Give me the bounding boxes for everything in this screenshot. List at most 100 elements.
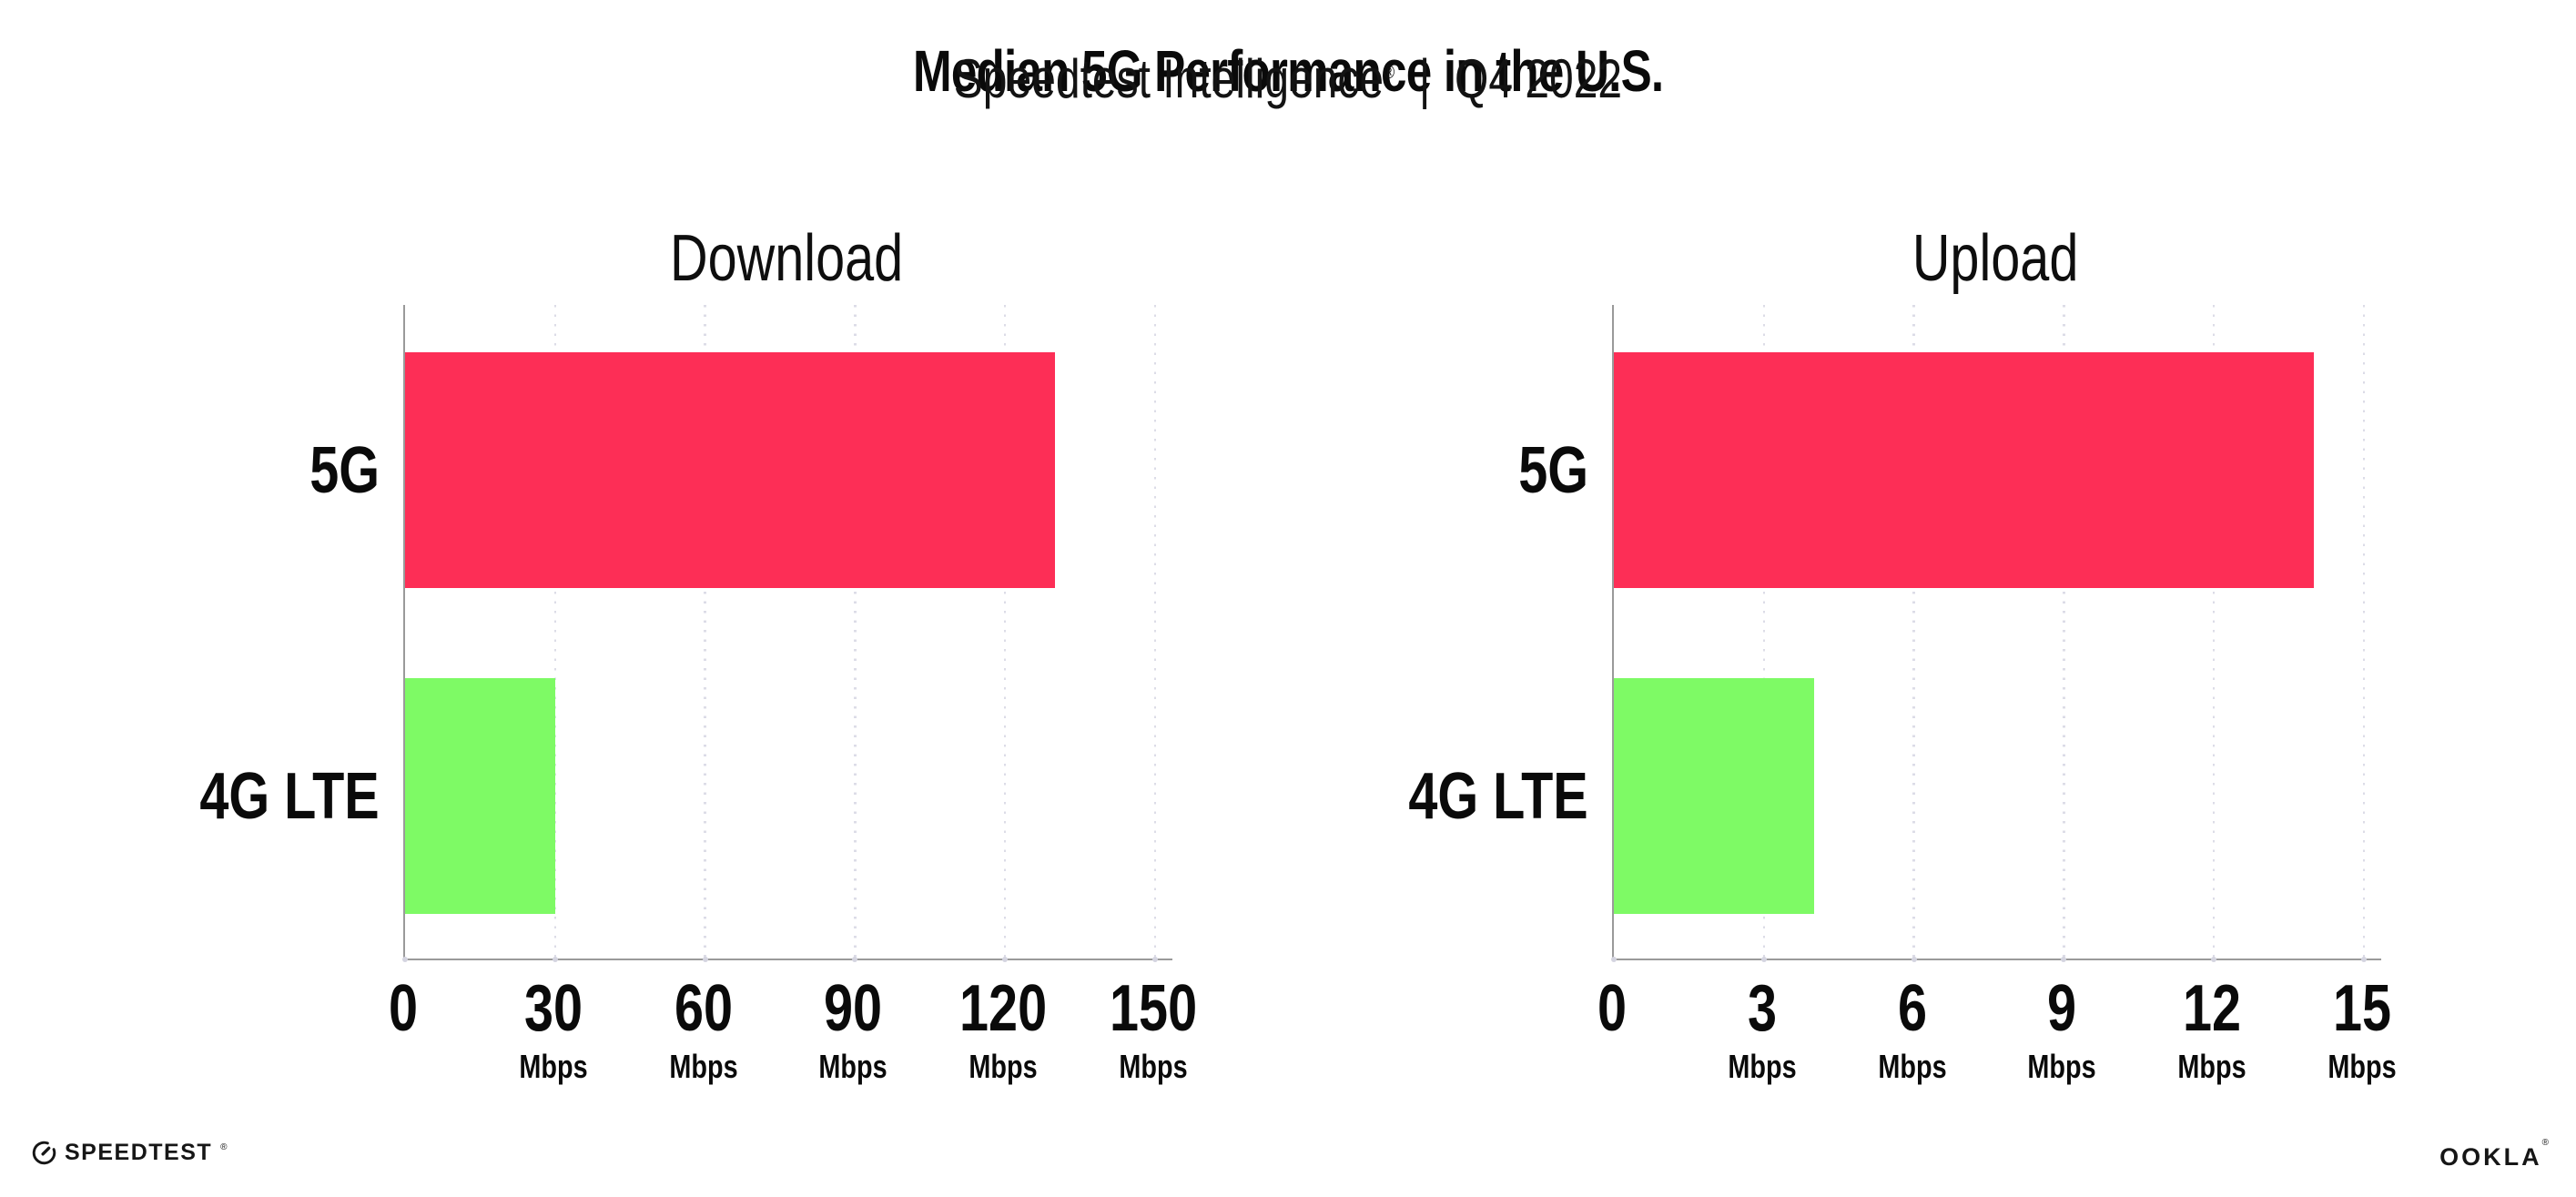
speedtest-registered-mark: ® xyxy=(220,1142,228,1152)
x-tick-value-15: 15 xyxy=(2271,972,2453,1045)
speedtest-gauge-icon xyxy=(32,1141,56,1165)
gridline-90 xyxy=(854,305,857,959)
chart-title-download-text: Download xyxy=(670,222,904,295)
x-tick-value-15-text: 15 xyxy=(2332,972,2392,1045)
x-tick-value-150-text: 150 xyxy=(1109,972,1198,1045)
x-tick-unit-150-text: Mbps xyxy=(1119,1048,1188,1085)
x-tick-upload-0: 0 xyxy=(1521,972,1703,1045)
x-tick-unit-3-text: Mbps xyxy=(1728,1048,1797,1085)
page-subtitle-text: Speedtest Intelligence® | Q4 2022 xyxy=(954,51,1622,107)
x-tick-value-60-text: 60 xyxy=(674,972,733,1045)
speedtest-logo: SPEEDTEST ® xyxy=(32,1140,228,1166)
x-tick-unit-15: Mbps xyxy=(2271,1050,2453,1083)
x-tick-value-3: 3 xyxy=(1671,972,1853,1045)
x-tick-value-0: 0 xyxy=(312,972,494,1045)
x-tick-value-0-text: 0 xyxy=(388,972,419,1045)
axis-tick-dot-0 xyxy=(1611,957,1617,962)
x-tick-unit-6-text: Mbps xyxy=(1877,1048,1947,1085)
x-tick-upload-3: 3 Mbps xyxy=(1671,972,1853,1083)
gridline-12 xyxy=(2212,305,2216,959)
x-tick-upload-15: 15 Mbps xyxy=(2271,972,2453,1083)
x-tick-value-120: 120 xyxy=(912,972,1094,1045)
category-label-5g-download: 5G xyxy=(79,438,380,503)
x-tick-unit-150: Mbps xyxy=(1062,1050,1244,1083)
x-tick-unit-120-text: Mbps xyxy=(969,1048,1038,1085)
x-tick-value-120-text: 120 xyxy=(959,972,1048,1045)
x-tick-value-0-text: 0 xyxy=(1597,972,1628,1045)
category-label-5g-upload: 5G xyxy=(1288,438,1588,503)
subtitle-period: Q4 2022 xyxy=(1455,48,1623,109)
x-tick-value-12-text: 12 xyxy=(2183,972,2242,1045)
x-tick-download-30: 30 Mbps xyxy=(462,972,644,1085)
ookla-registered-mark: ® xyxy=(2541,1138,2549,1148)
category-label-4g-lte-download: 4G LTE xyxy=(79,764,380,829)
gridline-150 xyxy=(1153,305,1157,959)
x-tick-download-60: 60 Mbps xyxy=(613,972,795,1083)
x-tick-value-0: 0 xyxy=(1521,972,1703,1045)
x-tick-unit-90: Mbps xyxy=(762,1050,944,1083)
axis-tick-dot-3 xyxy=(1760,957,1767,962)
gridline-3 xyxy=(1762,305,1766,959)
x-tick-value-150: 150 xyxy=(1062,972,1244,1045)
axis-tick-dot-30 xyxy=(552,957,558,962)
registered-mark: ® xyxy=(1384,63,1395,83)
x-tick-upload-6: 6 Mbps xyxy=(1821,972,2003,1083)
bar-5g-upload xyxy=(1614,352,2315,588)
x-tick-value-6-text: 6 xyxy=(1897,972,1927,1045)
category-label-5g-upload-text: 5G xyxy=(1518,433,1588,507)
x-tick-unit-3: Mbps xyxy=(1671,1050,1853,1083)
x-tick-value-6: 6 xyxy=(1821,972,2003,1045)
category-label-4g-lte-download-text: 4G LTE xyxy=(199,759,380,833)
axis-tick-dot-6 xyxy=(1911,957,1917,962)
x-tick-value-60: 60 xyxy=(613,972,795,1045)
speedtest-wordmark: SPEEDTEST xyxy=(65,1140,213,1165)
x-tick-value-3-text: 3 xyxy=(1747,972,1777,1045)
gridline-6 xyxy=(1912,305,1915,959)
category-label-5g-download-text: 5G xyxy=(309,433,380,507)
page-title: Median 5G Performance in the U.S. xyxy=(0,41,2576,101)
plot-area-download xyxy=(402,305,1172,962)
x-tick-unit-6: Mbps xyxy=(1821,1050,2003,1083)
x-tick-unit-60: Mbps xyxy=(613,1050,795,1083)
x-tick-unit-9-text: Mbps xyxy=(2027,1048,2096,1085)
x-tick-value-9: 9 xyxy=(1971,976,2153,1041)
x-tick-unit-60-text: Mbps xyxy=(668,1048,738,1085)
x-tick-unit-12-text: Mbps xyxy=(2177,1048,2246,1085)
plot-area-upload xyxy=(1611,305,2381,962)
x-tick-unit-9: Mbps xyxy=(1971,1050,2153,1083)
axis-tick-dot-9 xyxy=(2061,957,2067,962)
x-tick-upload-9: 9 Mbps xyxy=(1971,976,2153,1083)
x-tick-download-120: 120 Mbps xyxy=(912,972,1094,1085)
category-label-4g-lte-upload: 4G LTE xyxy=(1288,764,1588,829)
x-tick-unit-30-text: Mbps xyxy=(519,1048,588,1085)
gridline-15 xyxy=(2362,305,2366,959)
axis-tick-dot-12 xyxy=(2211,957,2217,962)
axis-tick-dot-60 xyxy=(702,957,708,962)
x-tick-download-0: 0 xyxy=(312,972,494,1045)
gridline-9 xyxy=(2063,305,2065,959)
bar-4g-lte-upload xyxy=(1614,678,1814,914)
x-tick-value-30-text: 30 xyxy=(523,972,583,1045)
page-title-text: Median 5G Performance in the U.S. xyxy=(912,37,1664,104)
x-tick-download-90: 90 Mbps xyxy=(762,972,944,1083)
axis-tick-dot-0 xyxy=(402,957,408,962)
ookla-logo: OOKLA® xyxy=(2439,1138,2549,1172)
x-tick-upload-12: 12 Mbps xyxy=(2121,972,2303,1085)
x-tick-value-90-text: 90 xyxy=(824,972,883,1045)
axis-tick-dot-150 xyxy=(1152,957,1158,962)
bar-4g-lte-download xyxy=(405,678,555,914)
gridline-60 xyxy=(704,305,706,959)
chart-title-upload-text: Upload xyxy=(1912,222,2079,295)
subtitle-separator: | xyxy=(1418,48,1431,109)
page-subtitle: Speedtest Intelligence® | Q4 2022 xyxy=(0,51,2576,107)
axis-tick-dot-90 xyxy=(852,957,858,962)
bar-5g-download xyxy=(405,352,1056,588)
x-tick-unit-15-text: Mbps xyxy=(2328,1048,2397,1085)
x-tick-download-150: 150 Mbps xyxy=(1062,972,1244,1083)
chart-title-download: Download xyxy=(403,226,1171,291)
category-label-4g-lte-upload-text: 4G LTE xyxy=(1408,759,1588,833)
x-tick-unit-90-text: Mbps xyxy=(818,1048,887,1085)
